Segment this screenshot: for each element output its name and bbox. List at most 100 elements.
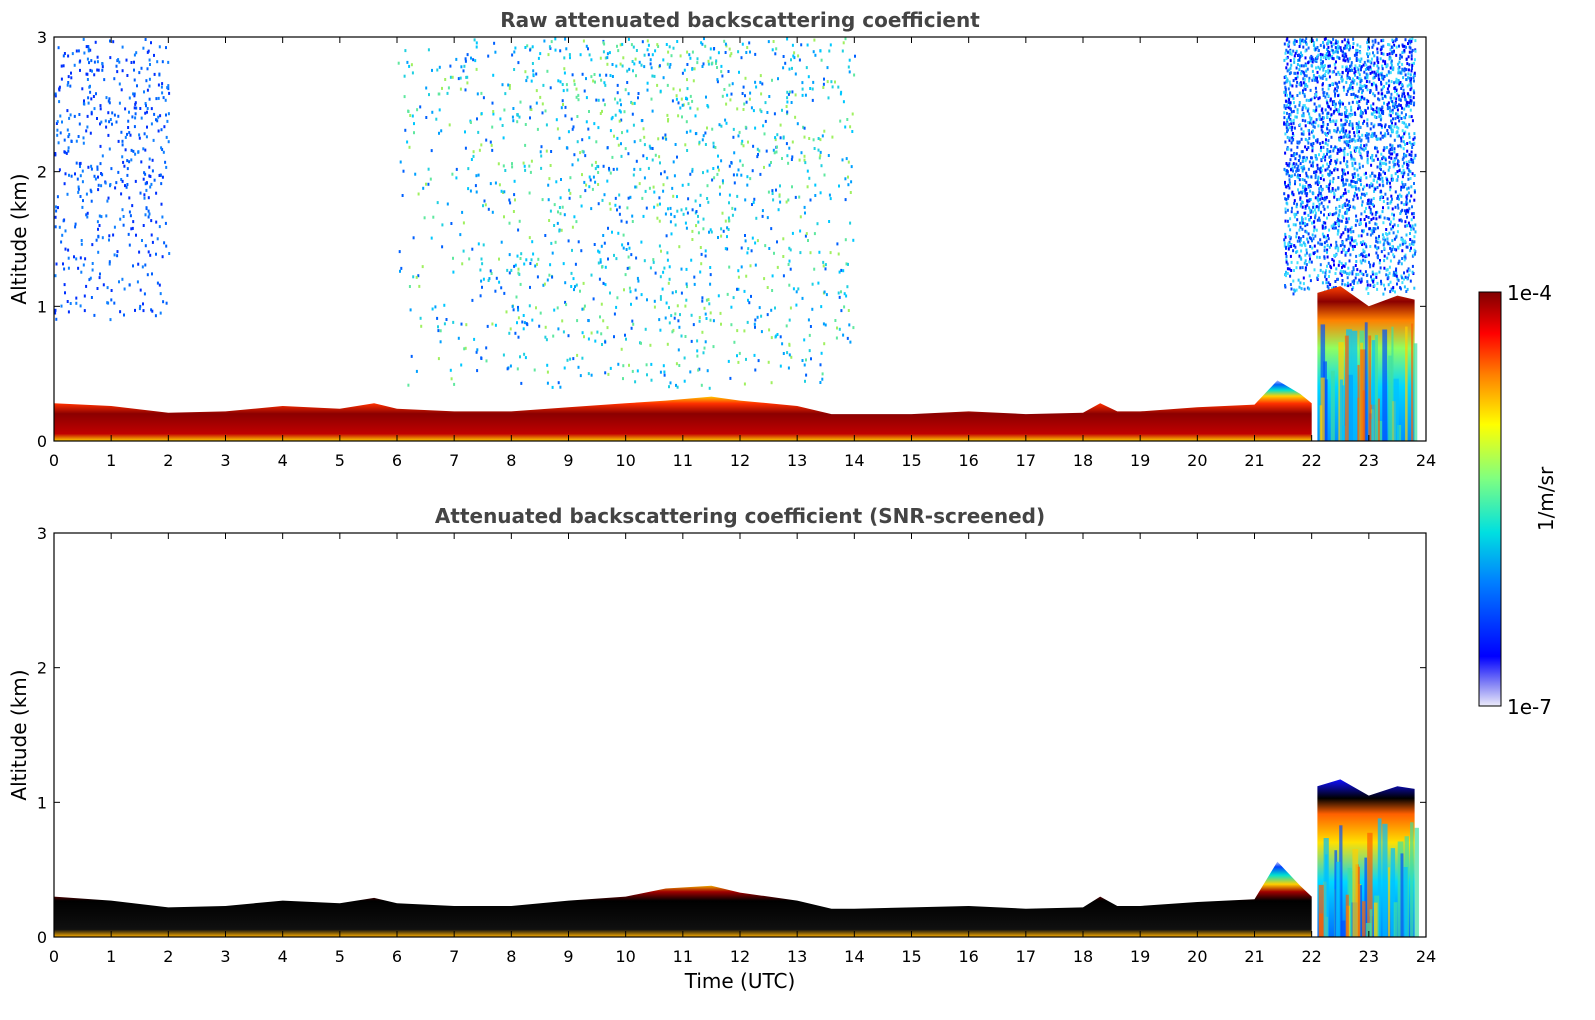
- x-tick-label: 14: [844, 451, 864, 470]
- noise-speck: [698, 367, 701, 371]
- noise-speck: [1394, 117, 1397, 121]
- noise-speck: [1413, 141, 1416, 145]
- noise-speck: [1371, 135, 1374, 139]
- noise-speck: [1407, 42, 1409, 45]
- noise-speck: [1298, 154, 1301, 158]
- noise-speck: [56, 120, 59, 124]
- noise-speck: [1290, 260, 1293, 264]
- noise-speck: [1371, 112, 1374, 116]
- noise-speck: [1334, 121, 1337, 125]
- noise-speck: [1386, 268, 1389, 272]
- noise-speck: [847, 183, 850, 187]
- noise-speck: [1374, 38, 1377, 42]
- noise-speck: [1347, 234, 1350, 238]
- noise-speck: [1297, 141, 1300, 145]
- noise-speck: [1314, 211, 1317, 215]
- noise-speck: [827, 154, 830, 157]
- noise-speck: [819, 150, 822, 154]
- noise-speck: [101, 154, 104, 158]
- noise-speck: [159, 311, 162, 315]
- noise-speck: [162, 300, 165, 304]
- noise-speck: [730, 92, 733, 96]
- x-tick-label: 22: [1301, 451, 1321, 470]
- cloud-streak: [1368, 335, 1372, 441]
- noise-speck: [1348, 139, 1351, 143]
- noise-speck: [1357, 138, 1360, 142]
- noise-speck: [1332, 51, 1335, 55]
- noise-speck: [600, 78, 603, 82]
- noise-speck: [1314, 205, 1317, 209]
- noise-speck: [1378, 183, 1381, 187]
- noise-speck: [841, 158, 844, 162]
- noise-speck: [1295, 152, 1298, 156]
- noise-speck: [820, 351, 823, 355]
- noise-speck: [1316, 218, 1319, 222]
- noise-speck: [827, 96, 830, 100]
- noise-speck: [624, 333, 626, 337]
- noise-speck: [782, 55, 785, 58]
- noise-speck: [1413, 73, 1416, 77]
- noise-speck: [1298, 236, 1300, 240]
- noise-speck: [786, 96, 789, 100]
- noise-speck: [1331, 188, 1334, 192]
- noise-speck: [1342, 183, 1345, 187]
- noise-speck: [647, 43, 650, 47]
- noise-speck: [1407, 267, 1410, 271]
- noise-speck: [569, 56, 571, 60]
- noise-speck: [600, 244, 603, 248]
- noise-speck: [428, 93, 430, 97]
- noise-speck: [694, 199, 697, 203]
- noise-speck: [1405, 103, 1408, 107]
- noise-speck: [1340, 101, 1343, 105]
- noise-speck: [760, 330, 763, 334]
- cloud-streak: [1388, 355, 1392, 441]
- noise-speck: [628, 363, 630, 367]
- noise-speck: [1300, 137, 1303, 141]
- noise-speck: [823, 290, 826, 294]
- noise-speck: [1287, 87, 1290, 91]
- noise-speck: [1354, 184, 1357, 188]
- noise-speck: [1313, 42, 1315, 46]
- noise-speck: [1348, 48, 1351, 52]
- noise-speck: [643, 143, 646, 147]
- noise-speck: [1331, 82, 1334, 86]
- noise-speck: [1376, 281, 1379, 285]
- noise-speck: [1303, 93, 1306, 96]
- noise-speck: [1407, 210, 1410, 214]
- noise-speck: [100, 184, 103, 188]
- noise-speck: [1301, 53, 1304, 57]
- noise-speck: [731, 206, 734, 210]
- noise-speck: [413, 131, 415, 135]
- noise-speck: [840, 90, 843, 94]
- noise-speck: [79, 304, 82, 308]
- noise-speck: [659, 328, 662, 332]
- noise-speck: [1387, 274, 1390, 278]
- noise-speck: [728, 201, 730, 205]
- noise-speck: [558, 229, 561, 233]
- noise-speck: [603, 81, 606, 85]
- noise-speck: [1356, 146, 1359, 150]
- noise-speck: [619, 98, 622, 102]
- noise-speck: [511, 304, 514, 308]
- noise-speck: [1322, 178, 1325, 182]
- cloud-streak: [1390, 848, 1396, 937]
- noise-speck: [59, 114, 62, 118]
- noise-speck: [1351, 270, 1354, 274]
- noise-speck: [743, 102, 746, 106]
- noise-speck: [1308, 112, 1311, 116]
- noise-speck: [680, 334, 683, 338]
- noise-speck: [848, 58, 851, 62]
- noise-speck: [134, 112, 137, 116]
- noise-speck: [748, 301, 751, 305]
- noise-speck: [1308, 76, 1311, 80]
- noise-speck: [1312, 205, 1315, 209]
- noise-speck: [564, 37, 567, 41]
- noise-speck: [1283, 241, 1286, 245]
- noise-speck: [90, 164, 93, 168]
- noise-speck: [1341, 65, 1344, 69]
- noise-speck: [1312, 142, 1315, 145]
- noise-speck: [1353, 67, 1356, 71]
- noise-speck: [1366, 41, 1369, 45]
- noise-speck: [1373, 61, 1376, 65]
